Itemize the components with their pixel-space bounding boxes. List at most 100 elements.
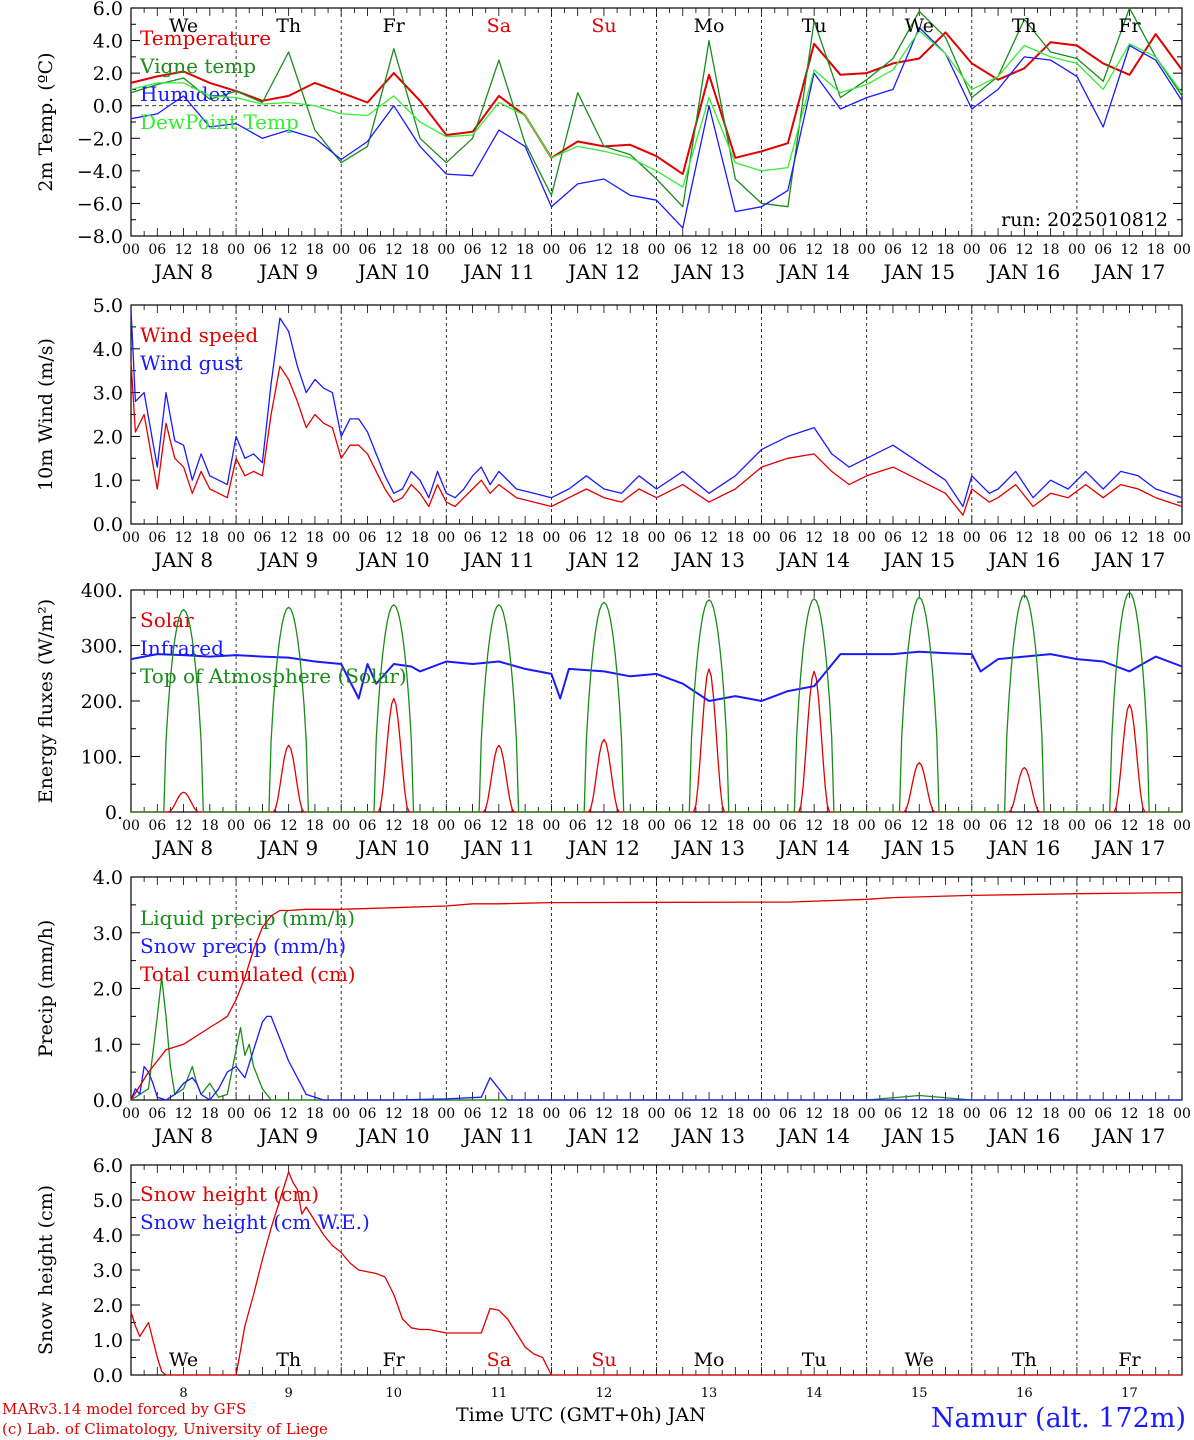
x-hour-label: 18 — [832, 818, 850, 834]
x-hour-label: 00 — [1173, 530, 1191, 546]
x-hour-label: 18 — [937, 1106, 955, 1122]
x-day-number: 15 — [911, 1386, 928, 1401]
x-hour-label: 06 — [779, 242, 797, 258]
x-hour-label: 00 — [858, 818, 876, 834]
x-date-label: JAN 15 — [881, 1124, 955, 1148]
y-tick-label: 1.0 — [93, 1330, 123, 1352]
x-hour-label: 18 — [306, 818, 324, 834]
x-hour-label: 12 — [280, 530, 298, 546]
y-tick-label: 3.0 — [93, 1260, 123, 1282]
y-tick-label: 6.0 — [93, 1155, 123, 1177]
x-hour-label: 06 — [464, 818, 482, 834]
x-hour-label: 18 — [516, 242, 534, 258]
x-hour-label: 12 — [490, 242, 508, 258]
y-tick-label: −4.0 — [77, 161, 123, 183]
legend-entry: Top of Atmosphere (Solar) — [140, 664, 407, 688]
legend-entry: Solar — [140, 608, 194, 632]
y-tick-label: 4.0 — [93, 867, 123, 889]
x-hour-label: 06 — [1094, 1106, 1112, 1122]
x-hour-label: 12 — [910, 818, 928, 834]
y-tick-label: 1.0 — [93, 1034, 123, 1056]
x-hour-label: 06 — [569, 1106, 587, 1122]
x-hour-label: 12 — [1015, 1106, 1033, 1122]
legend-entry: Snow precip (mm/h) — [140, 934, 346, 958]
x-hour-label: 06 — [884, 530, 902, 546]
x-hour-label: 12 — [175, 818, 193, 834]
day-name-label: We — [169, 1349, 198, 1371]
panel-1: 6.0 4.0 2.0 0.0 −2.0 −4.0 −6.0 −8.0 2m Temp. (ºC… — [35, 0, 1191, 284]
x-hour-label: 06 — [674, 530, 692, 546]
x-hour-label: 12 — [700, 530, 718, 546]
x-hour-label: 00 — [332, 1106, 350, 1122]
y-tick-label: 0.0 — [93, 1365, 123, 1387]
y-tick-label: 2.0 — [93, 979, 123, 1001]
y-tick-label: 5.0 — [93, 295, 123, 317]
x-hour-label: 00 — [1068, 1106, 1086, 1122]
x-date-label: JAN 14 — [776, 1124, 850, 1148]
legend-entry: Snow height (cm W.E.) — [140, 1210, 370, 1234]
day-name-label: Su — [591, 1349, 616, 1371]
x-hour-label: 12 — [805, 242, 823, 258]
legend-entry: Wind speed — [140, 323, 258, 347]
day-name-label: Tu — [802, 1349, 827, 1371]
x-hour-label: 00 — [542, 530, 560, 546]
x-hour-label: 18 — [937, 818, 955, 834]
x-hour-label: 18 — [1042, 242, 1060, 258]
x-hour-label: 06 — [884, 818, 902, 834]
x-date-label: JAN 13 — [671, 548, 745, 572]
day-name-label: Fr — [383, 1349, 406, 1371]
x-day-number: 17 — [1121, 1386, 1138, 1401]
x-date-label: JAN 13 — [671, 1124, 745, 1148]
x-hour-label: 12 — [1015, 530, 1033, 546]
x-hour-label: 00 — [227, 1106, 245, 1122]
x-hour-label: 00 — [1173, 242, 1191, 258]
x-hour-label: 18 — [726, 530, 744, 546]
x-hour-label: 00 — [1068, 242, 1086, 258]
day-name-label: We — [905, 15, 934, 37]
x-hour-label: 00 — [1173, 1106, 1191, 1122]
x-day-number: 16 — [1016, 1386, 1033, 1401]
y-tick-label: 3.0 — [93, 923, 123, 945]
x-hour-label: 06 — [779, 530, 797, 546]
x-date-label: JAN 15 — [881, 836, 955, 860]
x-date-label: JAN 17 — [1092, 1124, 1166, 1148]
x-hour-label: 00 — [858, 530, 876, 546]
y-tick-label: 0.0 — [93, 1090, 123, 1112]
x-hour-label: 12 — [1015, 818, 1033, 834]
x-hour-label: 00 — [227, 530, 245, 546]
x-hour-label: 06 — [884, 1106, 902, 1122]
x-hour-label: 06 — [569, 242, 587, 258]
run-annotation: run: 2025010812 — [1001, 209, 1168, 231]
x-hour-label: 12 — [595, 530, 613, 546]
x-hour-label: 00 — [542, 1106, 560, 1122]
x-hour-label: 06 — [148, 1106, 166, 1122]
x-hour-label: 18 — [411, 818, 429, 834]
day-name-label: Tu — [802, 15, 827, 37]
y-tick-label: 2.0 — [93, 1295, 123, 1317]
x-hour-label: 00 — [753, 242, 771, 258]
legend-entry: Temperature — [140, 26, 271, 50]
day-name-label: Sa — [487, 15, 511, 37]
x-hour-label: 00 — [753, 818, 771, 834]
x-hour-label: 18 — [621, 530, 639, 546]
y-axis-label: Energy fluxes (W/m²) — [35, 599, 57, 803]
x-hour-label: 06 — [779, 1106, 797, 1122]
y-tick-label: 2.0 — [93, 426, 123, 448]
day-name-label: Fr — [1118, 1349, 1141, 1371]
x-date-label: JAN 12 — [566, 548, 640, 572]
x-hour-label: 12 — [175, 530, 193, 546]
x-hour-label: 12 — [280, 1106, 298, 1122]
x-hour-label: 00 — [753, 530, 771, 546]
x-date-label: JAN 9 — [257, 1124, 318, 1148]
x-hour-label: 12 — [385, 530, 403, 546]
day-name-label: Th — [276, 1349, 301, 1371]
x-hour-label: 00 — [648, 242, 666, 258]
x-date-label: JAN 9 — [257, 548, 318, 572]
x-hour-label: 12 — [1121, 1106, 1139, 1122]
x-hour-label: 00 — [1173, 818, 1191, 834]
x-date-label: JAN 9 — [257, 836, 318, 860]
x-hour-label: 12 — [910, 1106, 928, 1122]
x-hour-label: 12 — [1121, 818, 1139, 834]
x-hour-label: 00 — [542, 818, 560, 834]
day-name-label: Sa — [487, 1349, 511, 1371]
